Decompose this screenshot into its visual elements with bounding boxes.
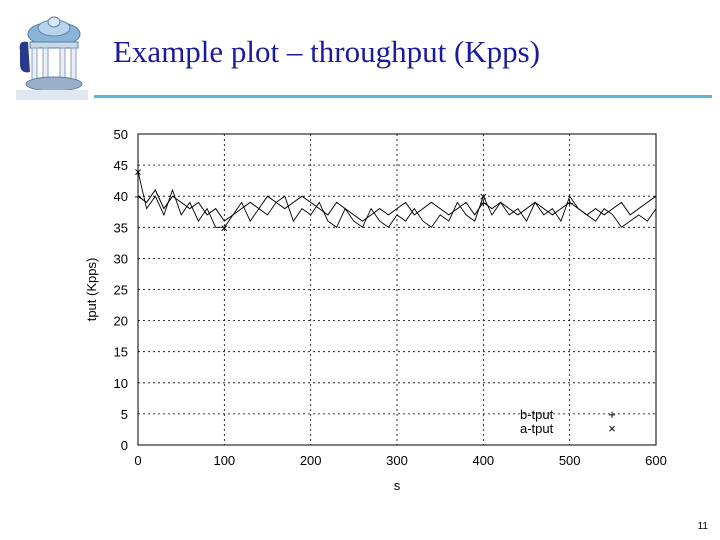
y-tick-label: 15 xyxy=(114,345,128,360)
y-axis-label: tput (Kpps) xyxy=(84,258,99,322)
x-tick-label: 100 xyxy=(213,453,235,468)
series-marker-b-tput: + xyxy=(134,189,142,204)
y-tick-label: 50 xyxy=(114,127,128,142)
series-marker-a-tput: × xyxy=(480,189,488,204)
series-marker-b-tput: + xyxy=(480,195,488,210)
x-tick-label: 200 xyxy=(300,453,322,468)
series-line-b-tput xyxy=(137,189,657,222)
y-tick-label: 5 xyxy=(121,407,128,422)
legend-label: b-tput xyxy=(520,407,554,422)
series-line-a-tput xyxy=(137,171,657,228)
legend-label: a-tput xyxy=(520,421,554,436)
x-tick-label: 300 xyxy=(386,453,408,468)
y-tick-label: 30 xyxy=(114,251,128,266)
series-marker-a-tput: × xyxy=(134,164,142,179)
series-marker-a-tput: × xyxy=(221,220,229,235)
legend-marker: + xyxy=(608,407,616,422)
x-axis-label: s xyxy=(394,478,401,493)
x-tick-label: 0 xyxy=(134,453,141,468)
old-well-logo-icon xyxy=(16,12,88,100)
y-tick-label: 20 xyxy=(114,314,128,329)
slide-title: Example plot – throughput (Kpps) xyxy=(113,34,541,69)
series-marker-b-tput: + xyxy=(566,195,574,210)
title-divider xyxy=(94,95,712,98)
slide-number: 11 xyxy=(697,521,708,532)
y-tick-label: 10 xyxy=(114,376,128,391)
y-tick-label: 35 xyxy=(114,220,128,235)
x-tick-label: 600 xyxy=(645,453,667,468)
y-tick-label: 0 xyxy=(121,438,128,453)
y-tick-label: 25 xyxy=(114,283,128,298)
y-tick-label: 40 xyxy=(114,189,128,204)
y-tick-label: 45 xyxy=(114,158,128,173)
throughput-chart: 0 100 200 300 400 500 600 0 5 10 15 20 25 30 35 40 45 50 s… xyxy=(76,118,676,496)
legend-marker: × xyxy=(608,421,616,436)
x-tick-label: 400 xyxy=(472,453,494,468)
x-tick-label: 500 xyxy=(559,453,581,468)
